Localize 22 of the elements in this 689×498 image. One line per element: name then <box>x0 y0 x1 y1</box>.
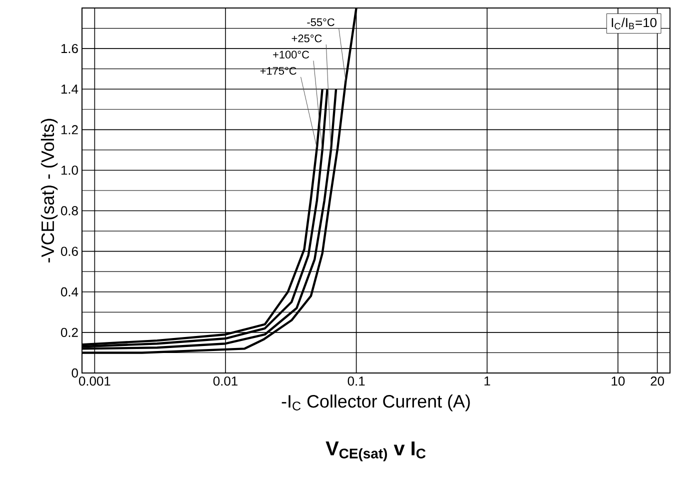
series-label: -55°C <box>307 18 334 26</box>
y-tick-label: 1.0 <box>61 166 78 175</box>
x-tick-label: 0.1 <box>348 376 365 386</box>
y-tick-label: 1.6 <box>61 44 78 54</box>
y-axis-title: -VCE(sat) - (Volts) <box>40 118 58 262</box>
text: +25°C <box>292 34 322 42</box>
y-tick-label: 0.6 <box>60 246 78 256</box>
y-tick-label: 0 <box>72 368 78 378</box>
x-tick-label: 0.001 <box>78 376 110 386</box>
text: V$_{CE(sat)}$ v I$_{C}$ <box>326 442 426 462</box>
x-axis-title: -I$_{C}$ Collector Current (A) <box>282 394 470 412</box>
x-tick-label: 10 <box>612 376 625 386</box>
text: +100°C <box>273 50 310 59</box>
y-tick-label: 0.2 <box>60 328 78 338</box>
x-tick-label: 20 <box>650 376 664 386</box>
x-tick-label: 0.01 <box>213 376 238 386</box>
y-tick-label: 0.4 <box>60 287 78 296</box>
annotation: I$_{C}$/I$_{B}$=10 <box>612 18 656 30</box>
y-tick-label: 0.8 <box>60 206 78 216</box>
y-tick-label: 1.2 <box>61 125 78 134</box>
y-tick-label: 1.4 <box>61 84 78 94</box>
x-tick-label: 1 <box>484 376 490 386</box>
